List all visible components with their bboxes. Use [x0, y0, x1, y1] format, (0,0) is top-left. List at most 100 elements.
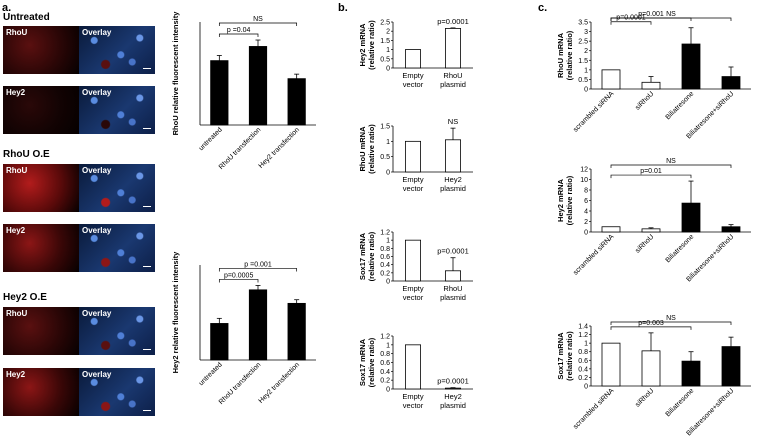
micrograph-section-title: RhoU O.E: [3, 149, 50, 160]
bar: [444, 270, 461, 282]
category-label: plasmid: [440, 80, 466, 89]
overlay-image: Overlay: [79, 224, 155, 272]
bar: [681, 43, 701, 90]
bar: [601, 342, 621, 387]
y-tick-label: 0: [584, 384, 588, 391]
category-label: Hey2 transfection: [258, 361, 302, 405]
significance-bracket: [610, 164, 732, 168]
y-tick-label: 10: [580, 177, 588, 184]
significance-label: p=0.01: [640, 168, 662, 175]
bar-chart-c: 0 2 4 6 8 10 12 Hey2 mRNA (relative ratio) scramb…: [556, 158, 751, 283]
y-tick-label: 0.6: [380, 254, 390, 261]
significance-label: p=0.0005: [224, 272, 253, 279]
significance-label: NS: [666, 11, 676, 18]
panel-label-a: a.: [2, 2, 12, 14]
y-tick-label: 4: [584, 209, 588, 216]
p-value-label: p=0.0001: [437, 247, 469, 256]
category-label: siRhoU: [634, 387, 655, 408]
y-axis-label-secondary: (relative ratio): [367, 337, 376, 387]
category-label: Hey2: [444, 392, 462, 401]
red-channel-image: RhoU: [3, 164, 79, 212]
significance-bracket: [610, 326, 692, 330]
micrograph-section-title: Untreated: [3, 12, 50, 23]
y-axis-label-secondary: (relative ratio): [367, 20, 376, 70]
category-label: RhoU transfection: [218, 126, 263, 171]
overlay-image: Overlay: [79, 86, 155, 134]
bar-chart-b: 0 0.5 1 1.5 2 2.5 Hey2 mRNA (relative ratio) Emp…: [358, 17, 473, 89]
overlay-label: Overlay: [82, 309, 112, 318]
category-label: plasmid: [440, 184, 466, 193]
y-tick-label: 1: [386, 139, 390, 146]
y-axis-label: Sox17 mRNA: [358, 338, 367, 386]
y-tick-label: 0: [584, 87, 588, 94]
red-channel-image: Hey2: [3, 224, 79, 272]
y-tick-label: 6: [584, 198, 588, 205]
y-tick-label: 1: [386, 342, 390, 349]
scale-bar: [143, 206, 151, 207]
bar: [601, 69, 621, 90]
significance-bracket: [610, 21, 652, 25]
p-value-label: p=0.0001: [437, 17, 469, 26]
scale-bar: [143, 128, 151, 129]
bar-chart-c: 0 0.5 1 1.5 2 2.5 3 3.5 RhoU mRNA (relative ratio…: [556, 11, 751, 140]
y-axis-label-secondary: (relative ratio): [565, 331, 574, 381]
bar: [444, 387, 461, 390]
y-tick-label: 1.5: [380, 124, 390, 131]
y-axis-label: RhoU mRNA: [358, 126, 367, 172]
bar: [641, 81, 661, 90]
bar: [404, 140, 421, 173]
significance-bracket: [218, 33, 259, 38]
y-tick-label: 1.4: [578, 324, 588, 331]
category-label: Hey2 transfection: [258, 126, 302, 170]
bar: [601, 226, 621, 233]
category-label: vector: [403, 401, 424, 410]
y-tick-label: 2: [386, 29, 390, 36]
red-channel-image: Hey2: [3, 86, 79, 134]
y-axis-label-secondary: (relative ratio): [565, 175, 574, 225]
y-axis-label: RhoU mRNA: [556, 32, 565, 78]
bar: [721, 226, 741, 233]
overlay-image: Overlay: [79, 307, 155, 355]
y-tick-label: 0.4: [578, 366, 588, 373]
p-value-label: NS: [448, 117, 458, 126]
category-label: RhoU: [443, 71, 462, 80]
significance-label: p =0.04: [227, 27, 251, 34]
y-tick-label: 3: [584, 29, 588, 36]
overlay-image: Overlay: [79, 368, 155, 416]
y-axis-label: Sox17 mRNA: [358, 232, 367, 280]
bar: [287, 302, 306, 361]
y-tick-label: 1.2: [578, 332, 588, 339]
y-tick-label: 0.8: [578, 349, 588, 356]
y-tick-label: 1.5: [380, 38, 390, 45]
y-tick-label: 0: [386, 387, 390, 394]
category-label: Biliatresone: [665, 233, 696, 264]
bar: [681, 202, 701, 233]
bar-chart-b: 0 0.20.40.60.811.2 Sox17 mRNA (relative rat…: [358, 230, 473, 302]
y-axis-label: Hey2 relative fluorescent intensity: [171, 251, 180, 374]
category-label: scrambled siRNA: [572, 90, 615, 133]
y-tick-label: 0.2: [578, 375, 588, 382]
scale-bar: [143, 349, 151, 350]
category-label: scrambled siRNA: [572, 387, 615, 430]
category-label: vector: [403, 293, 424, 302]
bar: [248, 46, 268, 126]
bar: [641, 350, 661, 387]
significance-bracket: [610, 17, 732, 21]
y-tick-label: 1.2: [380, 230, 390, 237]
channel-label: Hey2: [6, 226, 26, 235]
y-tick-label: 0.5: [380, 56, 390, 63]
category-label: plasmid: [440, 293, 466, 302]
micrograph-row: Hey2 Overlay: [3, 368, 155, 416]
bar: [404, 239, 421, 282]
micrograph-row: Hey2 Overlay: [3, 86, 155, 134]
category-label: RhoU transfection: [218, 361, 263, 406]
scale-bar: [143, 410, 151, 411]
y-axis-label: Sox17 mRNA: [556, 332, 565, 380]
panel-label-b: b.: [338, 2, 348, 14]
overlay-label: Overlay: [82, 88, 112, 97]
category-label: Biliatresone+siRhoU: [685, 90, 735, 140]
y-tick-label: 2.5: [578, 39, 588, 46]
significance-label: NS: [666, 158, 676, 165]
category-label: Biliatresone+siRhoU: [685, 233, 735, 283]
